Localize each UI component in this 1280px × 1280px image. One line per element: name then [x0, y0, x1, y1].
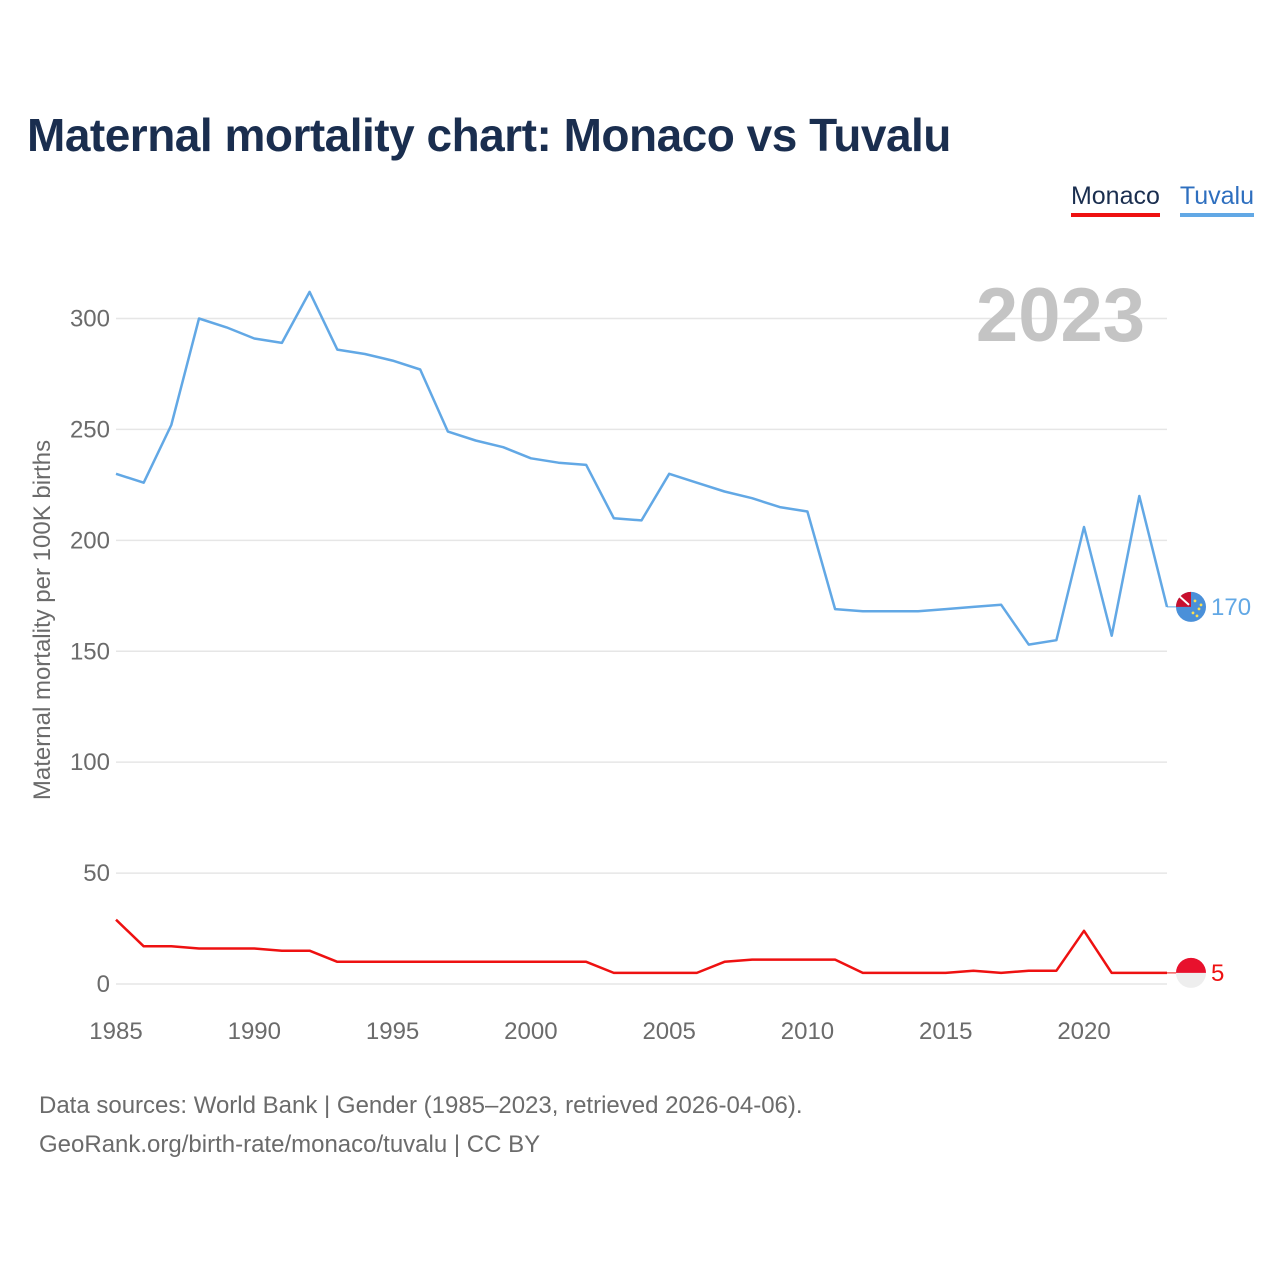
y-tick-label: 250 — [70, 416, 110, 443]
y-axis-label: Maternal mortality per 100K births — [29, 440, 56, 800]
flag-icon-tuvalu — [1176, 591, 1206, 622]
footer: Data sources: World Bank | Gender (1985–… — [39, 1086, 803, 1164]
end-value-label-tuvalu: 170 — [1211, 594, 1251, 621]
year-label: 2023 — [976, 273, 1145, 358]
x-tick-label: 1995 — [366, 1018, 419, 1045]
series-line-monaco — [115, 918, 1167, 975]
legend-item-tuvalu[interactable]: Tuvalu — [1179, 182, 1254, 217]
footer-link[interactable]: GeoRank.org/birth-rate/monaco/tuvalu | C… — [39, 1131, 541, 1158]
y-tick-label: 300 — [70, 306, 110, 333]
legend: Monaco Tuvalu — [1070, 182, 1254, 217]
x-axis-ticks: 1985 1990 1995 2000 2005 2010 2015 2020 — [89, 1018, 1110, 1045]
legend-item-monaco[interactable]: Monaco — [1070, 182, 1160, 217]
y-tick-label: 200 — [70, 527, 110, 554]
x-tick-label: 2000 — [504, 1018, 557, 1045]
x-tick-label: 2015 — [919, 1018, 972, 1045]
y-tick-label: 100 — [70, 749, 110, 776]
y-tick-label: 0 — [97, 971, 110, 998]
x-tick-label: 2020 — [1057, 1018, 1110, 1045]
series-line-tuvalu — [115, 290, 1169, 646]
x-tick-label: 1990 — [228, 1018, 281, 1045]
end-value-label-monaco: 5 — [1211, 960, 1224, 987]
x-tick-label: 1985 — [89, 1018, 142, 1045]
grid-lines — [116, 317, 1167, 985]
y-axis-ticks: 0 50 100 150 200 250 300 — [70, 306, 110, 999]
x-tick-label: 2005 — [642, 1018, 695, 1045]
flag-icon-monaco — [1176, 957, 1206, 988]
y-tick-label: 150 — [70, 638, 110, 665]
y-tick-label: 50 — [83, 860, 110, 887]
chart-title: Maternal mortality chart: Monaco vs Tuva… — [27, 109, 951, 161]
x-tick-label: 2010 — [781, 1018, 834, 1045]
footer-sources: Data sources: World Bank | Gender (1985–… — [39, 1092, 803, 1119]
